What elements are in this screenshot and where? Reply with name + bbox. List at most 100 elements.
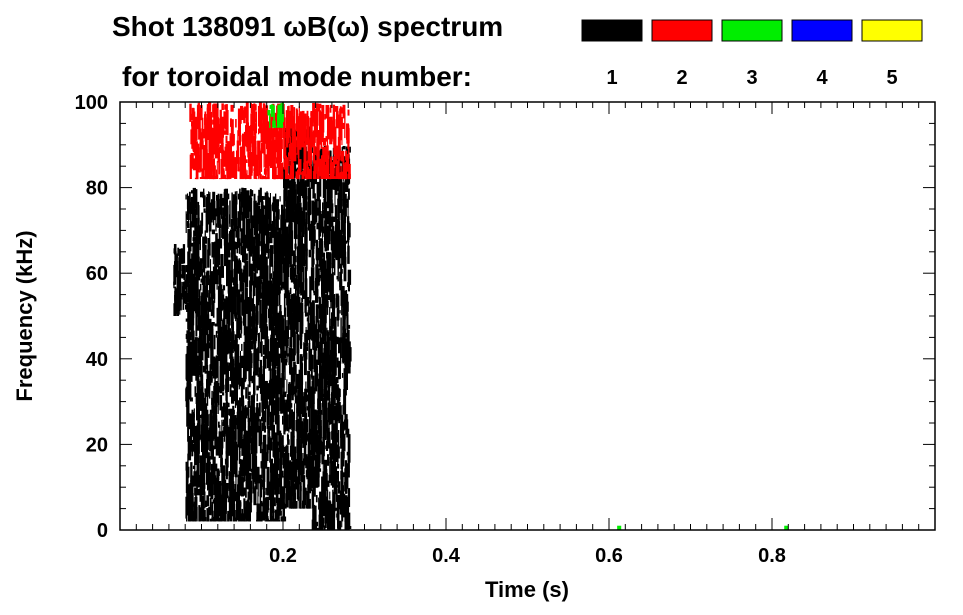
spectrum-cell [241,404,243,419]
spectrum-cell [174,295,178,301]
spectrum-cell [264,268,267,281]
spectrum-cell [331,312,333,331]
spectrum-cell [320,121,322,149]
spectrum-cell [196,371,200,398]
spectrum-cell [217,255,220,276]
spectrum-cell [286,290,290,317]
spectrum-cell [315,209,318,223]
spectrum-cell [227,342,231,354]
spectrum-cell [216,195,220,215]
spectrum-cell [305,297,310,306]
spectrum-cell [326,408,328,434]
spectrum-cell [337,494,341,510]
spectrum-cell [275,394,278,401]
spectrum-cell [193,408,195,437]
spectrum-cell [194,425,198,448]
spectrum-cell [315,239,318,260]
spectrum-cell [239,117,241,146]
spectrum-cell [231,255,233,275]
spectrum-cell [294,303,298,314]
spectrum-cell [248,206,252,212]
spectrum-cell [189,383,192,400]
spectrum-cell [342,228,346,235]
spectrum-cell [338,295,340,320]
spectrum-cell [258,107,263,132]
spectrum-cell [344,157,347,166]
spectrum-cell [213,429,216,435]
spectrum-cell [274,260,276,282]
spectrum-cell [244,409,248,419]
spectrum-cell [336,307,340,321]
spectrum-cell [285,263,288,293]
spectrum-cell [307,399,310,417]
spectrum-region-mode-3 [784,525,789,530]
spectrum-cell [258,367,262,376]
spectrum-cell [272,357,274,371]
spectrum-cell [215,213,217,232]
spectrum-cell [283,330,286,347]
spectrum-cell [197,236,200,264]
spectrum-cell [207,462,211,471]
spectrum-cell [256,393,258,402]
spectrum-cell [255,348,258,369]
spectrum-cell [224,509,227,522]
spectrum-cell [196,299,200,317]
spectrum-cell [245,159,248,163]
spectrum-cell [319,513,322,530]
spectrum-cell [270,229,273,233]
spectrum-cell [346,355,349,365]
spectrum-cell [292,269,294,282]
spectrum-cell [221,365,224,379]
spectrum-cell [344,523,348,530]
spectrum-cell [191,354,195,365]
spectrum-cell [340,279,343,306]
spectrum-cell [319,158,322,177]
spectrum-cell [304,266,307,283]
spectrum-cell [339,490,342,515]
spectrum-cell [275,398,279,425]
spectrum-cell [209,438,212,443]
spectrum-cell [308,374,311,404]
spectrum-cell [308,327,312,340]
spectrum-region-mode-2 [189,102,351,180]
spectrum-cell [218,333,222,361]
spectrum-cell [319,410,322,420]
spectrum-cell [272,271,276,293]
spectrum-cell [316,207,320,216]
spectrum-cell [312,328,316,349]
spectrum-cell [338,190,340,197]
spectrum-cell [271,202,276,211]
spectrum-cell [189,273,192,301]
spectrum-cell [204,290,207,304]
spectrum-cell [259,187,262,203]
spectrum-cell [249,409,252,421]
spectrum-cell [298,209,301,229]
spectrum-cell [297,273,300,294]
spectrum-cell [338,402,341,424]
spectrum-cell [260,376,264,401]
spectrum-cell [253,327,257,354]
spectrum-cell [279,284,281,306]
spectrum-cell [345,198,349,203]
spectrum-cell [312,171,314,179]
y-tick-label: 20 [86,434,108,456]
spectrum-cell [197,431,201,441]
spectrum-cell [211,471,214,485]
spectrum-cell [319,420,322,439]
spectrum-cell [323,368,327,395]
spectrum-cell [327,480,330,487]
spectrum-cell [251,417,254,427]
spectrum-cell [253,103,256,119]
spectrum-cell [229,236,233,241]
spectrum-cell [247,401,250,422]
spectrum-cell [345,419,349,435]
spectrum-cell [208,133,212,153]
spectrum-cell [255,425,259,433]
spectrum-cell [231,152,235,178]
spectrum-cell [296,323,298,344]
spectrum-cell [335,448,339,462]
spectrum-cell [335,128,337,137]
spectrum-cell [226,332,230,351]
spectrum-cell [305,212,308,239]
spectrum-cell [182,286,184,297]
